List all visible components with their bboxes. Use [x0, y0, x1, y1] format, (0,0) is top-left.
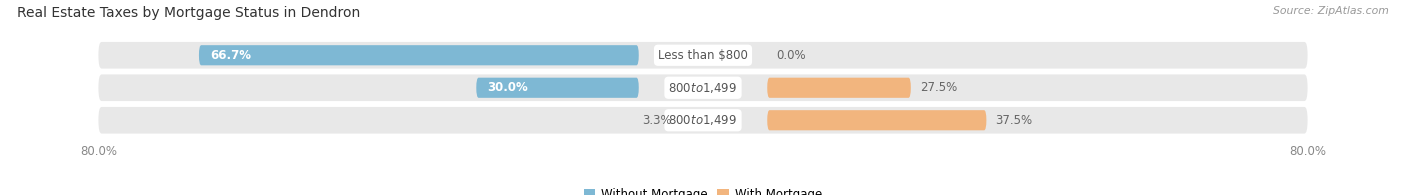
Text: $800 to $1,499: $800 to $1,499 — [668, 113, 738, 127]
FancyBboxPatch shape — [477, 78, 638, 98]
FancyBboxPatch shape — [98, 42, 1308, 69]
Text: Real Estate Taxes by Mortgage Status in Dendron: Real Estate Taxes by Mortgage Status in … — [17, 6, 360, 20]
Text: 37.5%: 37.5% — [995, 114, 1032, 127]
Text: 0.0%: 0.0% — [776, 49, 806, 62]
Text: $800 to $1,499: $800 to $1,499 — [668, 81, 738, 95]
Legend: Without Mortgage, With Mortgage: Without Mortgage, With Mortgage — [579, 184, 827, 195]
FancyBboxPatch shape — [98, 74, 1308, 101]
FancyBboxPatch shape — [768, 78, 911, 98]
Text: 27.5%: 27.5% — [920, 81, 957, 94]
Text: Source: ZipAtlas.com: Source: ZipAtlas.com — [1274, 6, 1389, 16]
Text: 66.7%: 66.7% — [211, 49, 252, 62]
Text: 3.3%: 3.3% — [643, 114, 672, 127]
Text: 30.0%: 30.0% — [488, 81, 529, 94]
FancyBboxPatch shape — [198, 45, 638, 65]
Text: Less than $800: Less than $800 — [658, 49, 748, 62]
FancyBboxPatch shape — [768, 110, 987, 130]
FancyBboxPatch shape — [98, 107, 1308, 134]
